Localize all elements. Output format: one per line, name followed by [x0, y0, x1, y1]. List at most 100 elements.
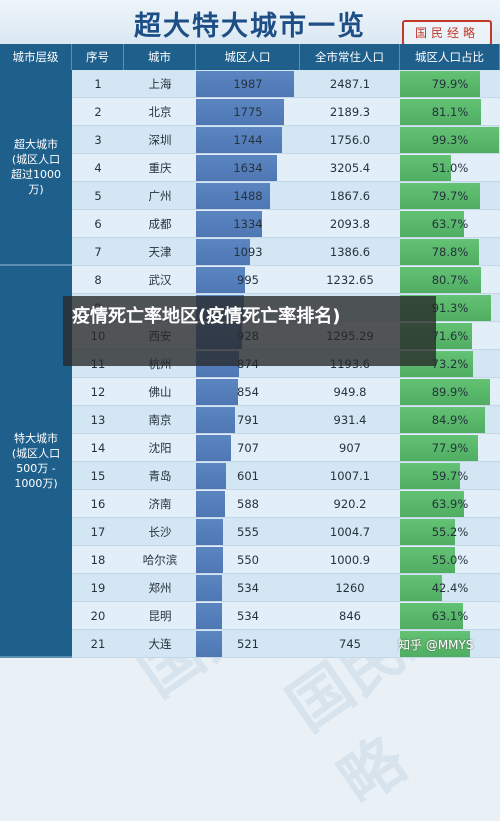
tier-label-text: 超大城市 (城区人口 超过1000 万) [11, 138, 61, 196]
row-city: 青岛 [148, 469, 172, 483]
row-urban-share: 79.7% [431, 189, 469, 203]
urban-share-bar [400, 71, 480, 97]
row-index: 2 [94, 105, 102, 119]
row-total-pop: 1756.0 [329, 133, 371, 147]
row-urban-share: 91.3% [431, 301, 469, 315]
row-urban-share: 77.9% [431, 441, 469, 455]
row-index: 18 [90, 553, 106, 567]
row-total-pop: 907 [339, 441, 361, 455]
urban-share-bar [400, 239, 479, 265]
row-urban-pop: 1093 [233, 245, 263, 259]
urban-pop-bar [196, 211, 263, 237]
row-urban-pop: 1634 [233, 161, 263, 175]
row-total-pop: 1000.9 [329, 553, 371, 567]
row-urban-pop: 534 [237, 609, 259, 623]
urban-share-bar [400, 603, 464, 629]
row-total-pop: 3205.4 [329, 161, 371, 175]
urban-share-bar [400, 155, 451, 181]
title-banner [0, 0, 500, 44]
row-urban-pop: 1334 [233, 217, 263, 231]
row-urban-pop: 534 [237, 581, 259, 595]
row-city: 天津 [148, 245, 172, 259]
urban-share-bar [400, 631, 470, 657]
publisher-stamp: 国民经略 [402, 20, 492, 46]
urban-share-bar [400, 547, 455, 573]
row-urban-share: 63.9% [431, 497, 469, 511]
row-city: 哈尔滨 [142, 553, 178, 567]
caption-overlay [63, 296, 436, 366]
row-index: 1 [94, 77, 102, 91]
row-urban-pop: 854 [237, 385, 259, 399]
urban-pop-bar [196, 575, 223, 601]
urban-pop-bar [196, 155, 277, 181]
row-urban-pop: 707 [237, 441, 259, 455]
row-urban-share: 99.3% [431, 133, 469, 147]
row-city: 北京 [148, 105, 172, 119]
urban-share-bar [400, 435, 478, 461]
row-city: 郑州 [148, 581, 172, 595]
tier-label-text: 特大城市 (城区人口 500万 - 1000万) [11, 432, 61, 490]
urban-pop-bar [196, 379, 239, 405]
row-city: 佛山 [148, 385, 172, 399]
row-urban-share: 84.9% [431, 413, 469, 427]
row-urban-share: 63.1% [431, 609, 469, 623]
header-urban-pop: 城区人口 [196, 44, 300, 70]
urban-share-bar [400, 183, 480, 209]
row-index: 12 [90, 385, 106, 399]
caption-overlay-text: 疫情死亡率地区(疫情死亡率排名) [72, 306, 341, 327]
urban-share-bar [400, 267, 481, 293]
row-total-pop: 931.4 [333, 413, 367, 427]
row-urban-pop: 1744 [233, 133, 263, 147]
urban-pop-bar [196, 99, 284, 125]
row-index: 17 [90, 525, 106, 539]
urban-pop-bar [196, 547, 224, 573]
row-city: 上海 [148, 77, 172, 91]
urban-share-bar [400, 407, 485, 433]
row-urban-share: 71.6% [431, 329, 469, 343]
urban-share-bar [400, 211, 464, 237]
row-index: 5 [94, 189, 102, 203]
row-urban-share: 80.7% [431, 273, 469, 287]
row-total-pop: 1007.1 [329, 469, 371, 483]
urban-pop-bar [196, 603, 223, 629]
urban-pop-bar [196, 491, 226, 517]
row-urban-share: 89.9% [431, 385, 469, 399]
page-title: 超大特大城市一览 [134, 11, 366, 42]
row-urban-pop: 555 [237, 525, 259, 539]
row-urban-share: 63.7% [431, 217, 469, 231]
row-urban-pop: 1488 [233, 189, 263, 203]
row-index: 4 [94, 161, 102, 175]
urban-pop-bar [196, 435, 231, 461]
row-total-pop: 920.2 [333, 497, 367, 511]
header-city: 城市 [124, 44, 196, 70]
row-urban-share: 81.1% [431, 105, 469, 119]
row-index: 6 [94, 217, 102, 231]
row-urban-share: 78.8% [431, 245, 469, 259]
row-city: 济南 [148, 497, 172, 511]
row-index: 20 [90, 609, 106, 623]
row-urban-share: 73.2% [431, 357, 469, 371]
urban-share-bar [400, 99, 482, 125]
row-total-pop: 1867.6 [329, 189, 371, 203]
row-total-pop: 1004.7 [329, 525, 371, 539]
row-urban-pop: 1775 [233, 105, 263, 119]
row-total-pop: 745 [339, 637, 361, 651]
row-index: 14 [90, 441, 106, 455]
row-urban-pop: 601 [237, 469, 259, 483]
row-urban-pop: 588 [237, 497, 259, 511]
row-urban-share: 79.9% [431, 77, 469, 91]
row-urban-share: 55.0% [431, 553, 469, 567]
tier-label: 特大城市 (城区人口 500万 - 1000万) [0, 266, 72, 658]
row-index: 3 [94, 133, 102, 147]
urban-pop-bar [196, 239, 251, 265]
row-city: 深圳 [148, 133, 172, 147]
row-total-pop: 2487.1 [329, 77, 371, 91]
watermark-credit: 知乎 @MMYS [398, 638, 474, 652]
urban-share-bar [400, 127, 500, 153]
row-total-pop: 1386.6 [329, 245, 371, 259]
header-index: 序号 [72, 44, 124, 70]
row-city: 大连 [148, 637, 172, 651]
row-urban-share: 59.7% [431, 469, 469, 483]
row-index: 15 [90, 469, 106, 483]
row-city: 沈阳 [148, 441, 172, 455]
